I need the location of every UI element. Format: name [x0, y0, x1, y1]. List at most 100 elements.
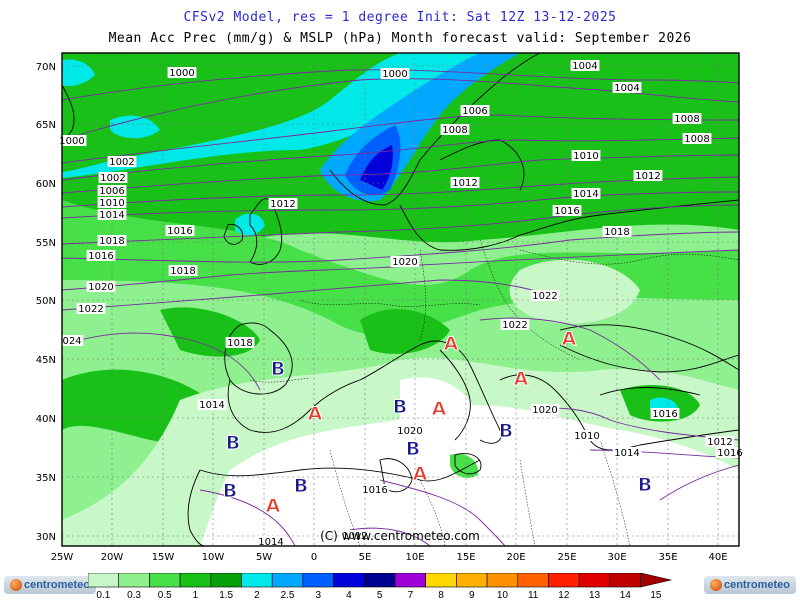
logo-left-text: centrometeo [23, 579, 90, 591]
colorbar-label: 7 [408, 590, 414, 600]
lon-label: 5W [256, 552, 272, 563]
isobar-label: 1016 [362, 485, 387, 496]
colorbar-swatch [118, 573, 150, 588]
isobar-label: 1016 [652, 409, 677, 420]
isobar-label-bg [340, 530, 370, 541]
high-pressure-marker: A [562, 328, 577, 350]
lat-label: 70N [36, 62, 56, 73]
isobar-label: 1012 [452, 178, 477, 189]
high-pressure-marker: A [432, 398, 447, 420]
graticule [62, 53, 739, 546]
lat-label: 60N [36, 179, 56, 190]
isobar-label: 1006 [462, 106, 487, 117]
colorbar-max-arrow [640, 573, 672, 588]
isobar-label: 1004 [614, 83, 639, 94]
isobar-label-bg [97, 235, 127, 246]
isobar-label: 1008 [442, 125, 467, 136]
lon-label: 35E [658, 552, 677, 563]
isobar-label: 1012 [635, 171, 660, 182]
isobar-label: 1018 [170, 266, 195, 277]
lon-label: 40E [708, 552, 727, 563]
colorbar-swatch [578, 573, 611, 588]
isobar-label-bg [460, 105, 490, 116]
isobar-label: 1010 [99, 198, 124, 209]
colorbar-swatch [486, 573, 519, 588]
colorbar-swatch [179, 573, 212, 588]
isobar-label: 1014 [99, 210, 124, 221]
isobar-label: 1008 [674, 114, 699, 125]
lat-label: 45N [36, 355, 56, 366]
lon-label: 15W [152, 552, 175, 563]
isobar-label-bg [76, 303, 106, 314]
isobar-label: 1014 [614, 448, 639, 459]
low-pressure-marker: B [393, 396, 407, 418]
colorbar-label: 15 [650, 590, 662, 600]
low-pressure-marker: B [294, 475, 308, 497]
colorbar-swatch [609, 573, 641, 588]
longitude-labels: 25W 20W 15W 10W 5W 0 5E 10E 15E 20E 25E 30E 35E 40E [51, 552, 728, 563]
watermark: (C) www.centrometeo.com [320, 529, 480, 543]
isobar-label-bg [395, 425, 425, 436]
isobar-label-bg [97, 185, 127, 196]
chart-title: CFSv2 Model, res = 1 degree Init: Sat 12… [183, 10, 617, 25]
isobar-label: 1014 [199, 400, 224, 411]
isobar-label-bg [165, 225, 195, 236]
chart-subtitle: Mean Acc Prec (mm/g) & MSLP (hPa) Month … [108, 31, 692, 46]
lon-label: 15E [456, 552, 475, 563]
isobar-label: 1012 [270, 199, 295, 210]
isobar-label: 1010 [573, 151, 598, 162]
isobar-label-bg [97, 197, 127, 208]
logo-left: centrometeo [4, 576, 96, 594]
colorbar-swatch [210, 573, 242, 588]
isobar-label-bg [380, 68, 410, 79]
isobar-label-bg [612, 447, 642, 458]
colorbar-swatch [425, 573, 457, 588]
isobar-label: 1022 [78, 304, 103, 315]
isobar-label: 1022 [502, 320, 527, 331]
isobar-label: 1014 [573, 189, 598, 200]
lon-label: 10W [202, 552, 225, 563]
isobar-label: 1000 [59, 136, 84, 147]
isobar-label-bg [705, 436, 735, 447]
isobar-labels: 1000 1000 1000 1002 1002 1004 1004 1006 1006 1008… [57, 60, 745, 548]
isobar-label: 1000 [169, 68, 194, 79]
coastlines [62, 53, 739, 546]
isobar-label-bg [60, 335, 84, 346]
isobar-label-bg [268, 198, 298, 209]
lat-label: 35N [36, 473, 56, 484]
isobar-label-bg [225, 337, 255, 348]
isobar-label-bg [97, 209, 127, 220]
low-pressure-marker: B [223, 480, 237, 502]
isobar-label-bg [572, 430, 602, 441]
isobar-label-bg [57, 135, 87, 146]
isobar-label: 1016 [717, 448, 742, 459]
isobar-label-bg [530, 290, 560, 301]
isobar-label: 1020 [88, 282, 113, 293]
low-pressure-marker: B [226, 432, 240, 454]
lon-label: 25E [557, 552, 576, 563]
isobar-label: 1012 [342, 531, 367, 542]
isobar-label: 1008 [684, 134, 709, 145]
colorbar-label: 10 [497, 590, 509, 600]
isobar-label: 1002 [100, 173, 125, 184]
isobar-label-bg [197, 399, 227, 410]
lat-label: 55N [36, 238, 56, 249]
isobar-label: 1012 [707, 437, 732, 448]
map-frame [61, 52, 740, 547]
colorbar-label: 12 [558, 590, 570, 600]
isobar-label: 1020 [397, 426, 422, 437]
globe-icon [10, 579, 22, 591]
isobar-label: 1002 [109, 157, 134, 168]
colorbar-swatch [517, 573, 549, 588]
colorbar-label: 11 [528, 590, 539, 600]
high-pressure-marker: A [308, 403, 323, 425]
colorbar-label: 8 [438, 590, 444, 600]
isobar-label-bg [390, 256, 420, 267]
lat-label: 40N [36, 414, 56, 425]
colorbar-label: 1.5 [219, 590, 233, 600]
colorbar-swatch [363, 573, 396, 588]
lon-label: 20E [506, 552, 525, 563]
isobar-label: 1006 [99, 186, 124, 197]
isobar-label: 1016 [88, 251, 113, 262]
